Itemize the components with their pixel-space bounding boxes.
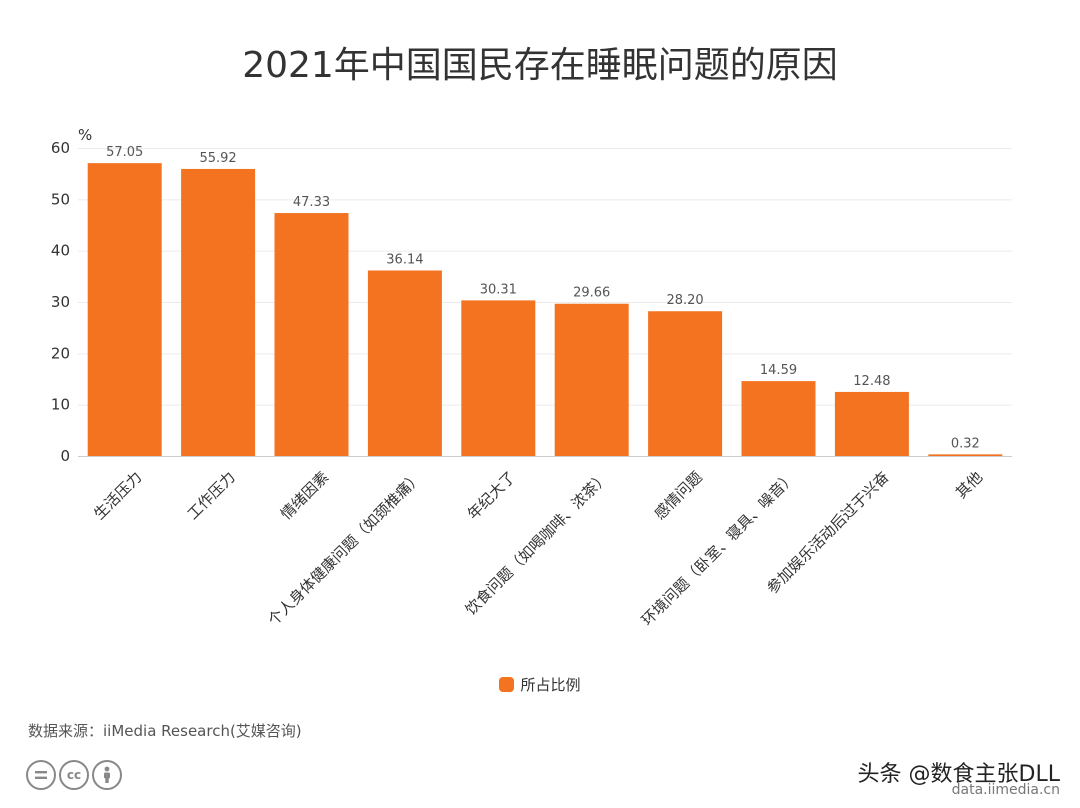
bar[interactable] xyxy=(274,213,349,456)
y-tick-label: 10 xyxy=(51,396,70,414)
bar[interactable] xyxy=(461,300,536,456)
bar[interactable] xyxy=(554,303,629,456)
legend-label: 所占比例 xyxy=(520,676,581,694)
data-label: 47.33 xyxy=(293,195,330,210)
y-tick-label: 60 xyxy=(51,139,70,157)
legend-swatch xyxy=(499,677,515,692)
bar[interactable] xyxy=(87,163,162,457)
license-icons: cc xyxy=(26,760,122,790)
x-tick-label: 情绪因素 xyxy=(277,468,332,523)
data-label: 28.20 xyxy=(666,293,703,308)
x-tick-label: 年纪大了 xyxy=(464,468,519,523)
data-label: 29.66 xyxy=(573,286,610,301)
bar[interactable] xyxy=(834,391,909,456)
watermark: 头条 @数食主张DLL xyxy=(857,762,1060,787)
y-tick-label: 30 xyxy=(51,293,70,311)
data-label: 30.31 xyxy=(480,282,517,297)
bar[interactable] xyxy=(181,168,256,456)
data-label: 0.32 xyxy=(951,436,980,451)
bar[interactable] xyxy=(928,454,1003,456)
cc-icon: cc xyxy=(59,760,89,790)
legend[interactable]: 所占比例 xyxy=(0,674,1080,695)
x-tick-label: 其他 xyxy=(952,468,986,502)
data-label: 12.48 xyxy=(853,374,890,389)
y-tick-label: 50 xyxy=(51,190,70,208)
x-tick-label: 环境问题（卧室、寝具、噪音） xyxy=(638,468,799,629)
bars xyxy=(87,163,1003,457)
x-tick-label: 工作压力 xyxy=(184,468,239,523)
y-axis-unit-label: % xyxy=(78,126,92,144)
x-tick-label: 个人身体健康问题（如颈椎痛） xyxy=(264,468,425,629)
data-label: 36.14 xyxy=(386,252,423,267)
data-labels: 57.05 55.92 47.33 36.14 30.31 29.66 28.20 14.59… xyxy=(106,145,980,451)
source-note: 数据来源：iiMedia Research(艾媒咨询) xyxy=(28,722,302,740)
chart-title: 2021年中国国民存在睡眠问题的原因 xyxy=(242,45,838,86)
y-axis-ticks: 0 10 20 30 40 50 60 xyxy=(51,139,70,465)
y-tick-label: 0 xyxy=(60,447,70,465)
data-label: 14.59 xyxy=(760,363,797,378)
bar[interactable] xyxy=(741,381,816,456)
data-label: 55.92 xyxy=(199,151,236,166)
cc-by-person-icon xyxy=(92,760,122,790)
x-tick-label: 感情问题 xyxy=(651,468,706,523)
y-tick-label: 40 xyxy=(51,242,70,260)
bar[interactable] xyxy=(648,311,723,456)
x-tick-label: 生活压力 xyxy=(90,468,145,523)
bar[interactable] xyxy=(367,270,442,456)
bar-chart: % 0 10 20 30 40 50 60 57.05 55.92 47.33 36.14 30.3… xyxy=(51,126,1012,629)
y-tick-label: 20 xyxy=(51,344,70,362)
cc-equal-icon xyxy=(26,760,56,790)
watermark-url: data.iimedia.cn xyxy=(951,782,1060,798)
data-label: 57.05 xyxy=(106,145,143,160)
